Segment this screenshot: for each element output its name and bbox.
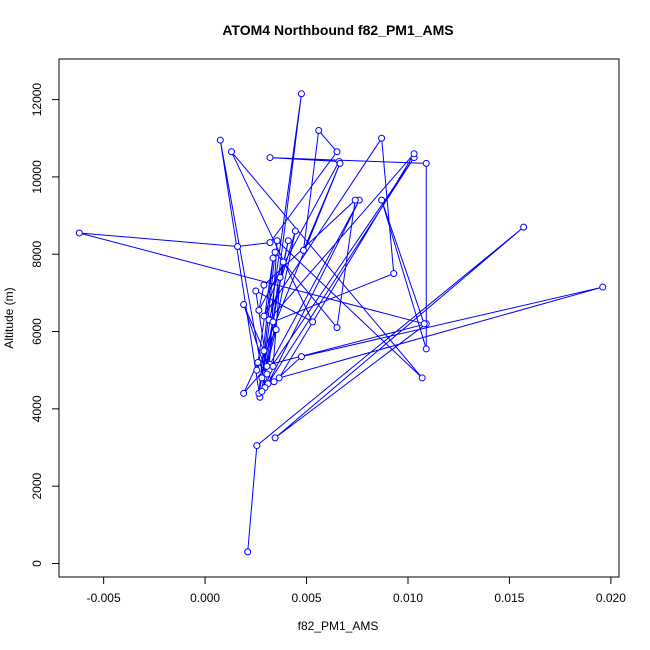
data-point [216, 136, 224, 144]
data-point [253, 366, 261, 374]
data-point [252, 287, 260, 295]
data-point [378, 134, 386, 142]
y-tick-label: 2000 [30, 472, 44, 499]
data-point [271, 248, 279, 256]
y-tick-label: 12000 [30, 83, 44, 117]
data-point [410, 150, 418, 158]
data-point [273, 237, 281, 245]
data-point [254, 358, 262, 366]
data-point [266, 239, 274, 247]
data-point [291, 227, 299, 235]
data-point [599, 283, 607, 291]
x-tick-label: 0.020 [596, 591, 626, 605]
series-group [75, 90, 607, 556]
y-tick-label: 8000 [30, 241, 44, 268]
data-point [390, 270, 398, 278]
data-point [333, 324, 341, 332]
data-point [244, 548, 252, 556]
data-point [227, 148, 235, 156]
data-point [271, 434, 279, 442]
data-point [258, 387, 266, 395]
data-point [276, 273, 284, 281]
y-tick-label: 10000 [30, 160, 44, 194]
y-axis: 0 2000 4000 6000 8000 10000 12000 [30, 83, 60, 567]
data-point [260, 347, 268, 355]
data-point [520, 223, 528, 231]
x-tick-label: 0.015 [494, 591, 524, 605]
x-tick-label: 0.005 [292, 591, 322, 605]
data-point [75, 229, 83, 237]
data-point [263, 362, 271, 370]
data-point [258, 374, 266, 382]
data-point [297, 353, 305, 361]
y-tick-label: 4000 [30, 395, 44, 422]
data-point [255, 306, 263, 314]
data-point [240, 389, 248, 397]
data-point [260, 281, 268, 289]
data-point [263, 370, 271, 378]
data-point [272, 326, 280, 334]
data-point [333, 148, 341, 156]
data-point [422, 345, 430, 353]
data-point [378, 196, 386, 204]
data-point [309, 318, 317, 326]
data-point [336, 159, 344, 167]
y-tick-label: 0 [30, 560, 44, 567]
data-point [269, 318, 277, 326]
data-point [266, 154, 274, 162]
data-point [253, 442, 261, 450]
data-point [297, 90, 305, 98]
x-tick-label: 0.000 [190, 591, 220, 605]
data-point [299, 246, 307, 254]
y-axis-label: Altitude (m) [2, 287, 16, 348]
data-point [351, 196, 359, 204]
data-point [284, 237, 292, 245]
x-tick-label: 0.010 [393, 591, 423, 605]
data-point [270, 378, 278, 386]
data-point [420, 320, 428, 328]
data-point [260, 312, 268, 320]
y-tick-label: 6000 [30, 318, 44, 345]
plot-frame [58, 58, 620, 578]
x-axis-label: f82_PM1_AMS [298, 619, 379, 633]
x-tick-label: -0.005 [87, 591, 121, 605]
data-point [269, 362, 277, 370]
data-point [275, 374, 283, 382]
chart-title: ATOM4 Northbound f82_PM1_AMS [222, 22, 453, 38]
x-axis: -0.005 0.000 0.005 0.010 0.015 0.020 [87, 576, 626, 605]
data-point [422, 159, 430, 167]
data-point [418, 374, 426, 382]
data-point [315, 127, 323, 135]
data-point [240, 300, 248, 308]
data-point [269, 254, 277, 262]
data-point [234, 242, 242, 250]
data-point [279, 258, 287, 266]
